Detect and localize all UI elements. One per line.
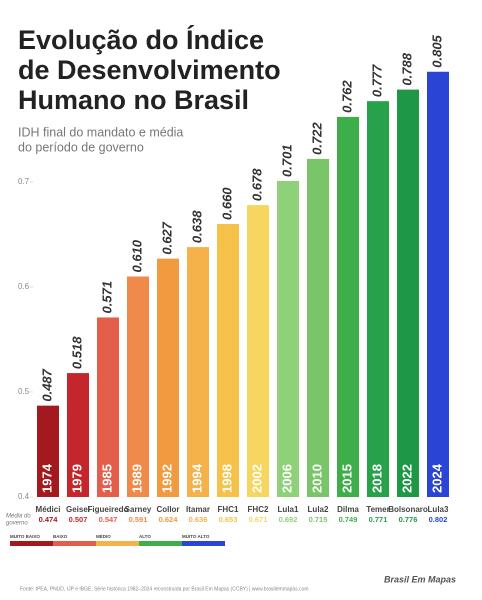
average-label: 0.591 — [129, 515, 148, 524]
average-label: 0.692 — [279, 515, 298, 524]
year-label: 1985 — [99, 464, 114, 493]
bar — [367, 101, 389, 498]
scale-label: MUITO BAIXO — [10, 534, 40, 539]
y-tick-label: 0.5 — [18, 387, 30, 396]
year-label: 2015 — [339, 464, 354, 493]
scale-band — [10, 541, 53, 546]
y-tick-label: 0.4 — [18, 492, 30, 501]
average-label: 0.507 — [69, 515, 88, 524]
x-tick-label: Lula2 — [308, 505, 329, 514]
year-label: 1998 — [219, 464, 234, 493]
value-label: 0.805 — [429, 34, 444, 67]
value-label: 0.638 — [189, 210, 204, 243]
year-label: 2002 — [249, 464, 264, 493]
value-label: 0.777 — [369, 64, 384, 97]
bar — [307, 158, 329, 497]
average-label: 0.474 — [39, 515, 59, 524]
year-label: 2022 — [399, 464, 414, 493]
average-label: 0.547 — [99, 515, 118, 524]
value-label: 0.788 — [399, 52, 414, 85]
bar — [97, 317, 119, 497]
x-tick-label: Lula3 — [428, 505, 449, 514]
source: Fonte: IPEA, PNUD, IJP e IBGE. Série his… — [20, 586, 309, 592]
year-label: 1989 — [129, 464, 144, 493]
subtitle: do período de governo — [18, 140, 144, 154]
bar — [277, 180, 299, 497]
bar — [337, 116, 359, 498]
value-label: 0.487 — [39, 368, 54, 401]
scale-label: MUITO ALTO — [182, 534, 210, 539]
y-tick-label: 0.6 — [18, 282, 30, 291]
bar — [187, 247, 209, 497]
year-label: 1992 — [159, 464, 174, 493]
scale-label: BAIXO — [53, 534, 68, 539]
value-label: 0.701 — [279, 144, 294, 177]
year-label: 2010 — [309, 464, 324, 493]
year-label: 2024 — [429, 463, 444, 493]
average-label: governo — [6, 521, 28, 527]
scale-band — [53, 541, 96, 546]
bar — [157, 258, 179, 497]
scale-band — [96, 541, 139, 546]
average-label: 0.776 — [399, 515, 418, 524]
average-label: 0.749 — [339, 515, 358, 524]
x-tick-label: FHC1 — [218, 505, 239, 514]
value-label: 0.722 — [309, 122, 324, 155]
x-tick-label: Collor — [156, 505, 179, 514]
x-tick-label: Figueiredo — [88, 505, 129, 514]
average-label: 0.771 — [369, 515, 388, 524]
value-label: 0.627 — [159, 221, 174, 254]
bar — [67, 373, 89, 497]
subtitle: IDH final do mandato e média — [18, 125, 183, 139]
year-label: 1994 — [189, 463, 204, 493]
bar — [127, 276, 149, 497]
average-label: 0.715 — [309, 515, 328, 524]
bar — [397, 89, 419, 497]
average-label: 0.624 — [159, 515, 179, 524]
average-label: 0.671 — [249, 515, 268, 524]
x-tick-label: Geisel — [66, 505, 90, 514]
bar — [427, 71, 449, 497]
average-label: Média do — [6, 514, 31, 520]
year-label: 2006 — [279, 464, 294, 493]
average-label: 0.636 — [189, 515, 208, 524]
value-label: 0.678 — [249, 168, 264, 201]
x-tick-label: Lula1 — [278, 505, 299, 514]
average-label: 0.653 — [219, 515, 238, 524]
x-tick-label: FHC2 — [248, 505, 269, 514]
year-label: 2018 — [369, 464, 384, 493]
value-label: 0.660 — [219, 187, 234, 220]
year-label: 1979 — [69, 464, 84, 493]
x-tick-label: Itamar — [186, 505, 210, 514]
scale-label: ALTO — [139, 534, 151, 539]
brand: Brasil Em Mapas — [384, 574, 456, 584]
x-tick-label: Bolsonaro — [388, 505, 428, 514]
bar — [247, 205, 269, 497]
chart-title: Humano no Brasil — [18, 85, 249, 115]
x-tick-label: Médici — [36, 505, 61, 514]
y-tick-label: 0.7 — [18, 177, 30, 186]
scale-label: MÉDIO — [96, 532, 111, 539]
year-label: 1974 — [39, 463, 54, 493]
chart-title: de Desenvolvimento — [18, 55, 281, 85]
scale-band — [139, 541, 182, 546]
chart-title: Evolução do Índice — [18, 24, 264, 55]
value-label: 0.762 — [339, 80, 354, 113]
scale-band — [182, 541, 225, 546]
x-tick-label: Temer — [366, 505, 389, 514]
x-tick-label: Dilma — [337, 505, 359, 514]
bar — [217, 224, 239, 497]
average-label: 0.802 — [429, 515, 448, 524]
value-label: 0.571 — [99, 281, 114, 314]
x-tick-label: Sarney — [125, 505, 152, 514]
bar — [37, 405, 59, 497]
value-label: 0.610 — [129, 239, 144, 272]
value-label: 0.518 — [69, 336, 84, 369]
